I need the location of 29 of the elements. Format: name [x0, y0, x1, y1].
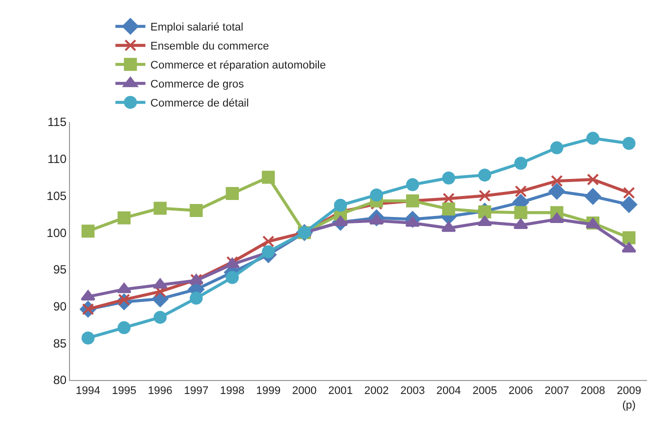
x-tick-label: 2007 [544, 385, 570, 398]
y-tick-label: 95 [53, 262, 67, 277]
x-tick-label: 1999 [256, 385, 281, 398]
x-tick-label: 2006 [508, 385, 534, 398]
x-tick-label: 1998 [220, 385, 245, 398]
y-tick-label: 115 [47, 115, 67, 130]
y-tick-label: 85 [53, 336, 67, 350]
y-tick-label: 90 [53, 299, 67, 314]
x-tick-label: 2002 [364, 385, 389, 398]
legend-label: Commerce de gros [150, 78, 244, 91]
legend-label: Ensemble du commerce [150, 40, 269, 53]
legend-label: Commerce de détail [150, 98, 249, 110]
y-tick-label: 100 [46, 226, 67, 240]
x-tick-label: 2001 [328, 385, 353, 398]
x-tick-label: 2009 (p) [616, 385, 642, 412]
y-tick-label: 80 [53, 373, 67, 388]
y-tick-label: 110 [47, 152, 67, 166]
x-tick-label: 2008 [580, 385, 606, 398]
x-tick-label: 1994 [76, 385, 100, 398]
legend-label: Emploi salarié total [150, 22, 244, 34]
y-tick-label: 105 [46, 188, 67, 203]
x-tick-label: 2003 [400, 385, 425, 398]
x-tick-label: 2000 [292, 385, 317, 398]
legend-label: Commerce et réparation automobile [150, 60, 326, 72]
x-tick-label: 2005 [472, 385, 497, 398]
x-tick-label: 2004 [436, 385, 461, 398]
x-tick-label: 1995 [112, 385, 136, 398]
x-tick-label: 1997 [184, 385, 208, 398]
x-tick-label: 1996 [148, 385, 172, 398]
